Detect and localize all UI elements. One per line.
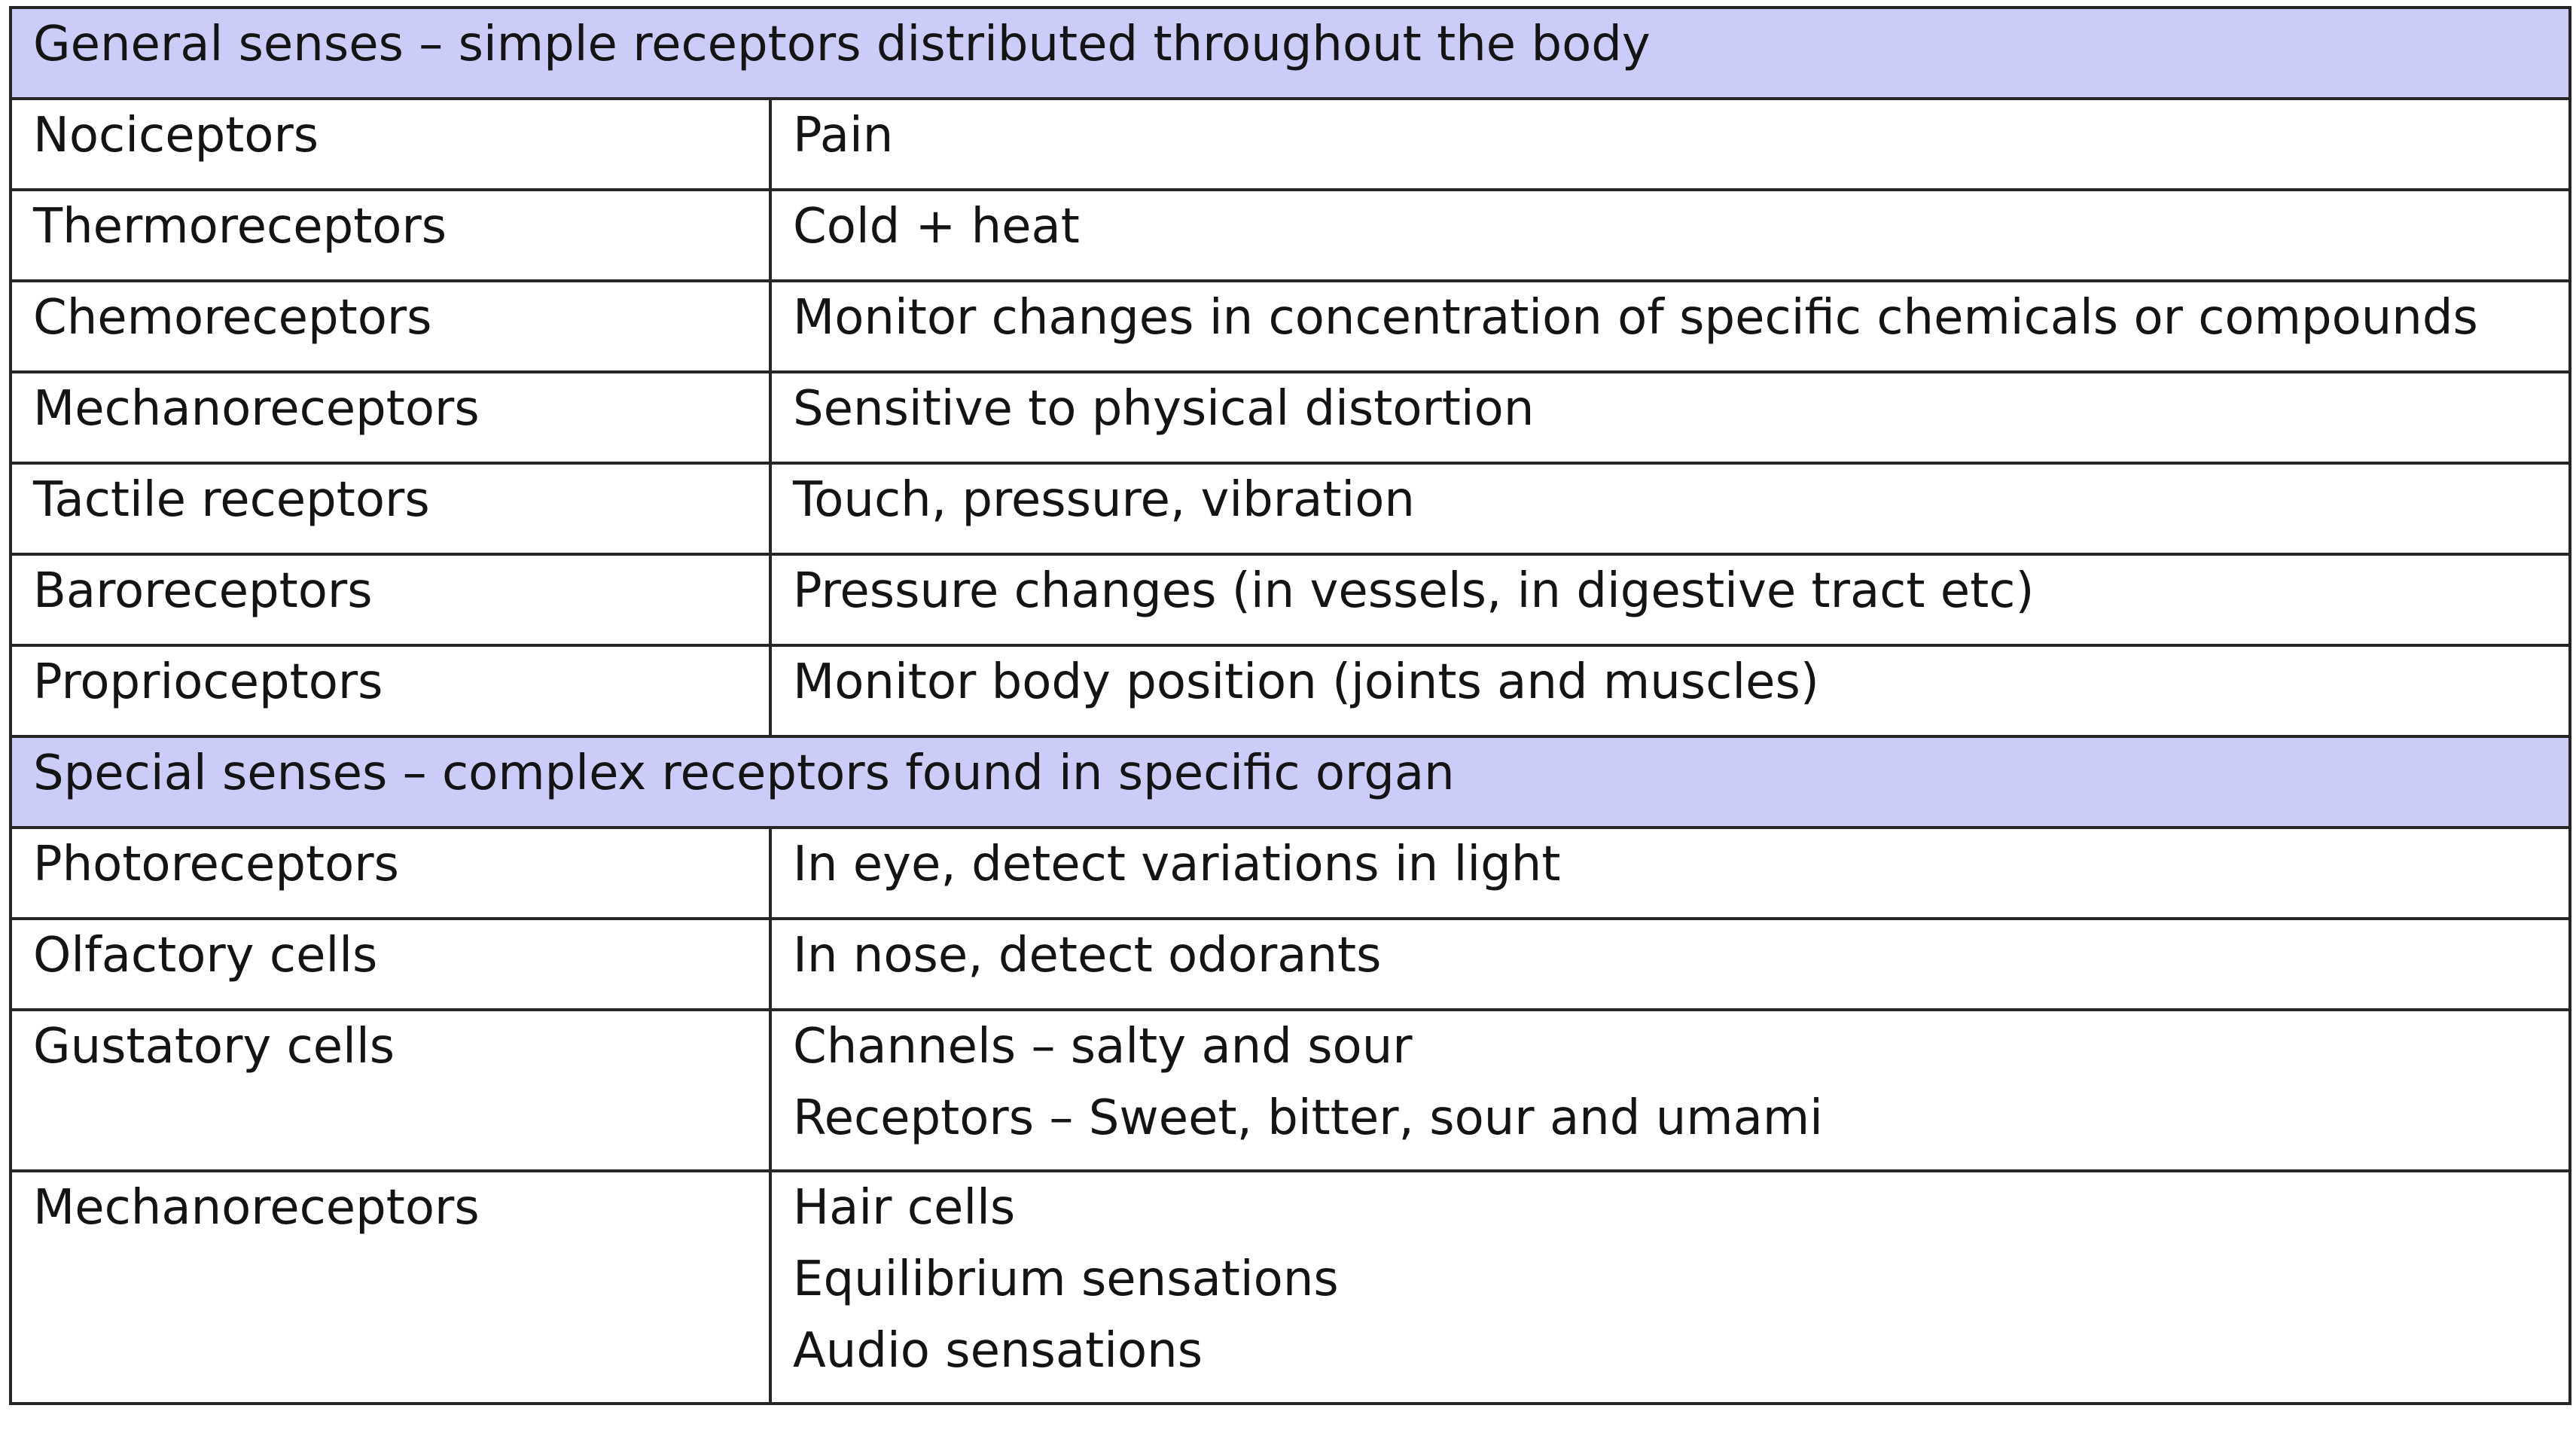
description-cell: Pressure changes (in vessels, in digesti… [769, 553, 2571, 647]
table-row: Baroreceptors Pressure changes (in vesse… [9, 553, 2571, 647]
receptor-cell: Tactile receptors [9, 462, 772, 556]
description-cell: In eye, detect variations in light [769, 826, 2571, 920]
description-cell: In nose, detect odorants [769, 917, 2571, 1011]
table-row: Tactile receptors Touch, pressure, vibra… [9, 462, 2571, 556]
description-line: Channels – salty and sour [793, 1019, 1413, 1075]
receptor-cell: Mechanoreceptors [9, 1169, 772, 1405]
description-cell: Cold + heat [769, 188, 2571, 282]
description-line: In nose, detect odorants [793, 928, 1382, 983]
table-row: Olfactory cells In nose, detect odorants [9, 917, 2571, 1011]
receptor-cell: Baroreceptors [9, 553, 772, 647]
description-cell: Monitor body position (joints and muscle… [769, 644, 2571, 738]
description-cell: Touch, pressure, vibration [769, 462, 2571, 556]
description-cell: Hair cells Equilibrium sensations Audio … [769, 1169, 2571, 1405]
special-senses-header-row: Special senses – complex receptors found… [9, 735, 2571, 829]
receptor-cell: Mechanoreceptors [9, 370, 772, 465]
table-row: Chemoreceptors Monitor changes in concen… [9, 279, 2571, 373]
senses-table: General senses – simple receptors distri… [9, 6, 2571, 1405]
special-senses-header: Special senses – complex receptors found… [9, 735, 2571, 829]
table-row: Thermoreceptors Cold + heat [9, 188, 2571, 282]
receptor-cell: Nociceptors [9, 97, 772, 191]
receptor-cell: Chemoreceptors [9, 279, 772, 373]
table-row: Nociceptors Pain [9, 97, 2571, 191]
description-line: Hair cells [793, 1180, 1016, 1236]
table-row: Photoreceptors In eye, detect variations… [9, 826, 2571, 920]
receptor-cell: Gustatory cells [9, 1008, 772, 1172]
description-cell: Channels – salty and sour Receptors – Sw… [769, 1008, 2571, 1172]
general-senses-header-row: General senses – simple receptors distri… [9, 6, 2571, 100]
description-cell: Sensitive to physical distortion [769, 370, 2571, 465]
receptor-cell: Thermoreceptors [9, 188, 772, 282]
description-line: Equilibrium sensations [793, 1251, 1339, 1307]
description-cell: Monitor changes in concentration of spec… [769, 279, 2571, 373]
general-senses-header: General senses – simple receptors distri… [9, 6, 2571, 100]
receptor-cell: Photoreceptors [9, 826, 772, 920]
description-cell: Pain [769, 97, 2571, 191]
receptor-cell: Proprioceptors [9, 644, 772, 738]
description-line: Audio sensations [793, 1323, 1203, 1379]
receptor-cell: Olfactory cells [9, 917, 772, 1011]
table-row: Gustatory cells Channels – salty and sou… [9, 1008, 2571, 1172]
description-line: In eye, detect variations in light [793, 837, 1561, 892]
table-row: Mechanoreceptors Hair cells Equilibrium … [9, 1169, 2571, 1405]
table-row-bold: Mechanoreceptors Sensitive to physical d… [9, 370, 2571, 465]
description-line: Receptors – Sweet, bitter, sour and umam… [793, 1090, 1823, 1146]
table-row: Proprioceptors Monitor body position (jo… [9, 644, 2571, 738]
